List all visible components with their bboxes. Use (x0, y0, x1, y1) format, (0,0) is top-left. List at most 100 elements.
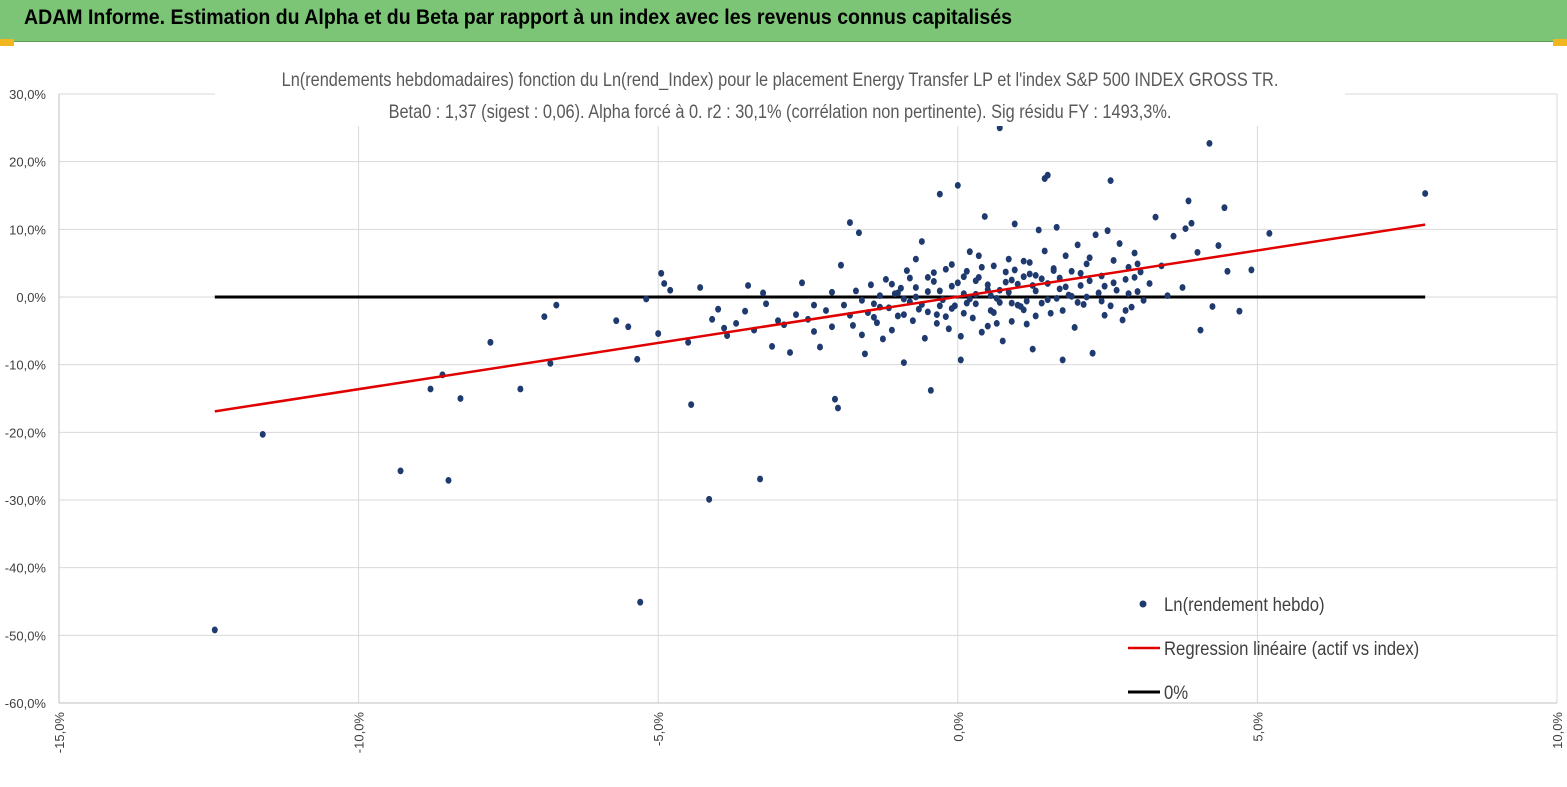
scatter-point (1062, 283, 1069, 291)
scatter-point (1194, 248, 1201, 256)
scatter-point (1122, 276, 1129, 283)
y-tick-label: -10,0% (5, 358, 47, 373)
scatter-point (987, 292, 994, 300)
scatter-point (1266, 229, 1273, 237)
legend-label-zero-line: 0% (1164, 682, 1188, 703)
scatter-point (1083, 293, 1090, 301)
scatter-point (742, 307, 749, 315)
scatter-point (1014, 301, 1021, 309)
scatter-point (553, 301, 560, 309)
scatter-point (1038, 275, 1045, 283)
scatter-point (1140, 296, 1147, 304)
scatter-point (745, 282, 752, 289)
scatter-point (1089, 349, 1096, 357)
scatter-point (882, 276, 889, 283)
chart-title-block: Ln(rendements hebdomadaires) fonction du… (215, 66, 1345, 126)
scatter-point (1005, 255, 1012, 263)
scatter-point (1206, 139, 1213, 147)
scatter-point (1059, 356, 1066, 364)
scatter-point (990, 309, 997, 316)
scatter-point (978, 328, 985, 336)
scatter-point (972, 277, 979, 285)
scatter-point (858, 331, 865, 339)
regression-line-series (214, 223, 1426, 413)
scatter-point (948, 282, 955, 290)
scatter-point (984, 281, 991, 289)
scatter-point (816, 343, 823, 351)
scatter-point (634, 355, 641, 363)
scatter-point (897, 284, 904, 292)
scatter-point (1164, 292, 1171, 300)
scatter-point (763, 300, 770, 308)
scatter-point (1422, 190, 1429, 197)
scatter-point (721, 324, 728, 332)
scatter-point (1020, 257, 1027, 265)
scatter-point (1224, 267, 1231, 275)
scatter-point (1209, 303, 1216, 310)
scatter-point (1041, 247, 1048, 255)
scatter-point (921, 334, 928, 342)
scatter-point (1050, 267, 1057, 275)
x-tick-label: 5,0% (1250, 712, 1265, 742)
scatter-point (724, 332, 731, 339)
scatter-point (1113, 286, 1120, 294)
scatter-point (894, 312, 901, 320)
scatter-point (930, 278, 937, 285)
y-tick-label: -50,0% (5, 628, 47, 643)
chart-axes (58, 94, 1557, 704)
scatter-point (1020, 273, 1027, 281)
scatter-point (709, 315, 716, 323)
scatter-point (1074, 299, 1081, 306)
scatter-point (697, 284, 704, 291)
x-tick-label: 0,0% (951, 712, 966, 742)
scatter-point (900, 359, 907, 367)
scatter-point (1077, 269, 1084, 277)
scatter-point (1215, 242, 1222, 249)
scatter-point (1011, 266, 1018, 274)
scatter-point (828, 288, 835, 296)
scatter-point (1101, 282, 1108, 290)
scatter-point (445, 476, 452, 484)
scatter-point (960, 273, 967, 281)
scatter-point (936, 287, 943, 295)
y-tick-label: -20,0% (5, 425, 47, 440)
header-corner-accent-right (1553, 39, 1567, 46)
y-tick-label: 0,0% (16, 290, 46, 305)
scatter-point (879, 335, 886, 343)
scatter-point (1020, 306, 1027, 314)
scatter-point (936, 302, 943, 310)
scatter-point (733, 319, 740, 327)
scatter-point (1032, 287, 1039, 295)
scatter-point (1062, 252, 1069, 260)
report-title: ADAM Informe. Estimation du Alpha et du … (24, 6, 1012, 29)
scatter-point (954, 279, 961, 287)
scatter-point (259, 430, 266, 438)
report-header-bar: ADAM Informe. Estimation du Alpha et du … (0, 0, 1567, 42)
scatter-point (1002, 268, 1009, 276)
scatter-point (541, 313, 548, 321)
scatter-point (1026, 270, 1033, 278)
scatter-point (1023, 297, 1030, 305)
scatter-point (715, 305, 722, 313)
scatter-point (1182, 225, 1189, 233)
scatter-point (211, 626, 218, 634)
scatter-point (828, 323, 835, 331)
scatter-point (1104, 227, 1111, 235)
scatter-point (1032, 312, 1039, 320)
scatter-point (933, 319, 940, 327)
scatter-point (810, 301, 817, 309)
scatter-point (918, 238, 925, 245)
y-tick-label: 10,0% (9, 222, 46, 237)
scatter-point (996, 124, 1003, 132)
scatter-point (547, 359, 554, 367)
scatter-point (969, 314, 976, 322)
scatter-point (1137, 268, 1144, 276)
scatter-point (888, 280, 895, 288)
chart-legend: Ln(rendement hebdo) Regression linéaire … (1128, 594, 1419, 703)
scatter-point (1110, 279, 1117, 287)
scatter-point (912, 255, 919, 263)
scatter-point (1128, 303, 1135, 311)
scatter-point (1146, 280, 1153, 287)
x-tick-labels: -15,0% -10,0% -5,0% 0,0% 5,0% 10,0% (52, 712, 1565, 754)
y-tick-labels: 30,0% 20,0% 10,0% 0,0% -10,0% -20,0% -30,0% -40… (5, 87, 47, 711)
